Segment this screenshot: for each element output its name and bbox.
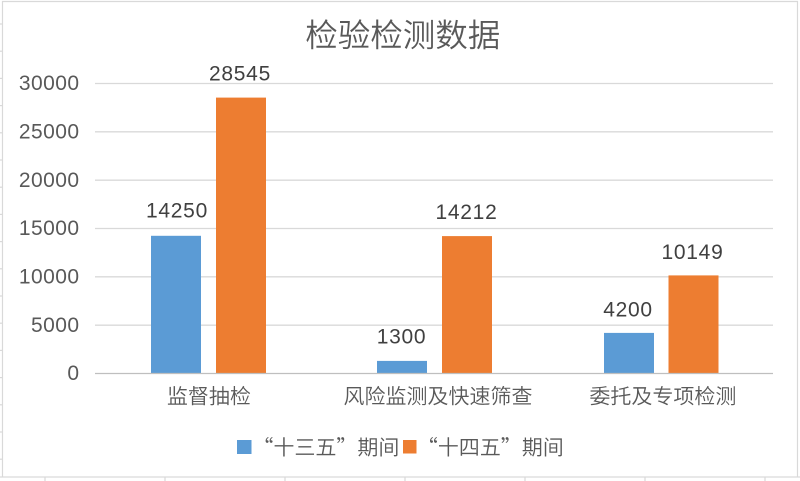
svg-text:1300: 1300 — [377, 325, 427, 348]
svg-text:10000: 10000 — [19, 265, 80, 288]
svg-text:28545: 28545 — [209, 62, 271, 85]
svg-text:10149: 10149 — [662, 241, 724, 264]
svg-text:4200: 4200 — [603, 299, 653, 322]
svg-text:20000: 20000 — [19, 169, 80, 192]
svg-text:0: 0 — [67, 362, 79, 385]
svg-text:30000: 30000 — [19, 72, 80, 95]
svg-text:15000: 15000 — [19, 217, 80, 240]
svg-text:14212: 14212 — [436, 201, 498, 224]
svg-text:5000: 5000 — [31, 314, 80, 337]
svg-text:25000: 25000 — [19, 120, 80, 143]
svg-text:14250: 14250 — [146, 200, 208, 223]
